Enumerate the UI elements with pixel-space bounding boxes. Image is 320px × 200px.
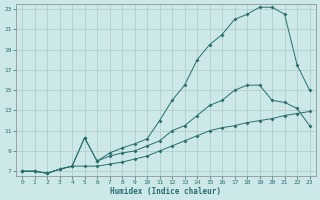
X-axis label: Humidex (Indice chaleur): Humidex (Indice chaleur) (110, 187, 221, 196)
